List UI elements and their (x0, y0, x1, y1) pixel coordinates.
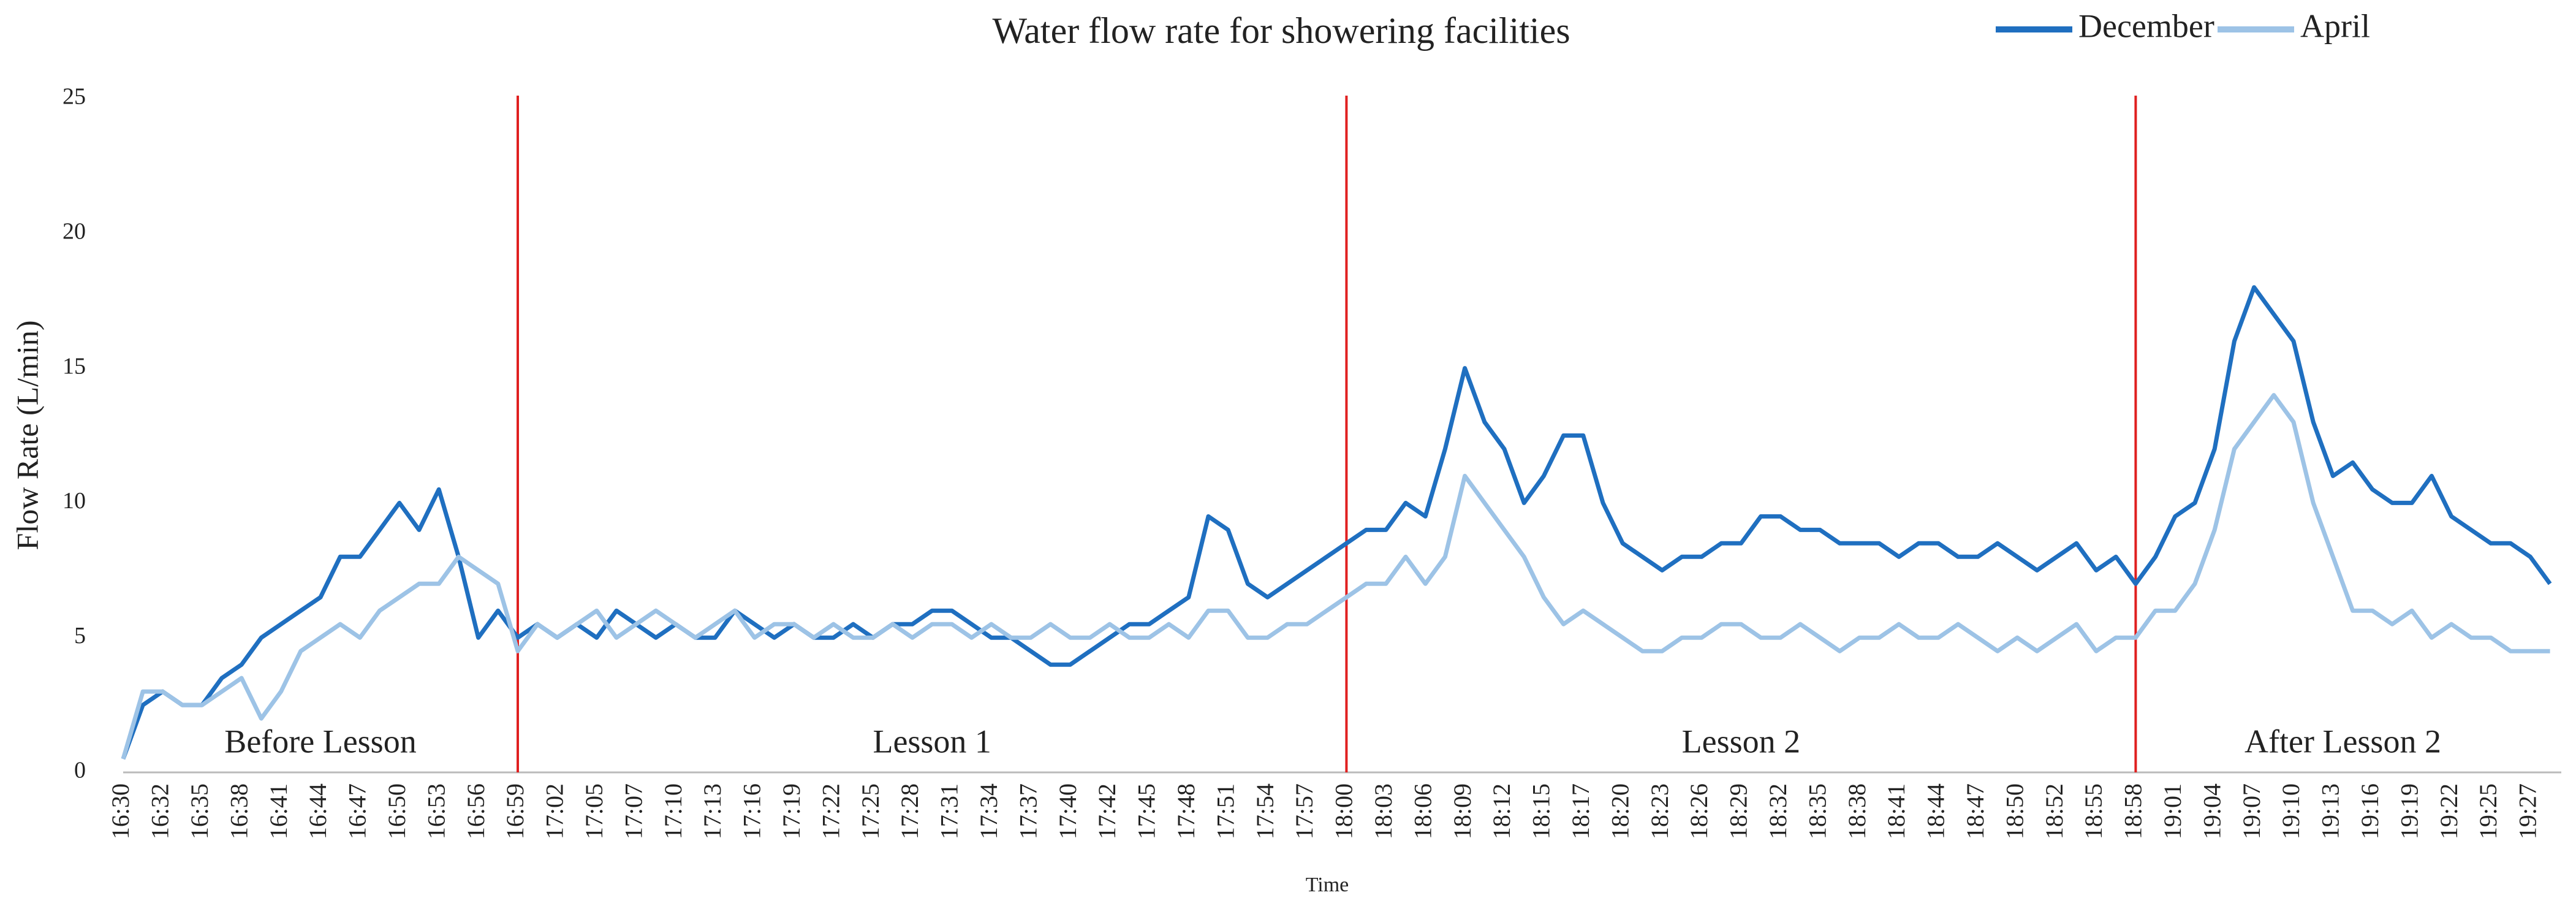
period-label: After Lesson 2 (2245, 723, 2441, 760)
x-tick-label: 19:16 (2356, 783, 2384, 839)
y-tick-label: 20 (63, 219, 86, 245)
legend-label: December (2078, 7, 2214, 44)
x-tick-label: 17:34 (975, 783, 1002, 839)
series-line (121, 285, 2552, 760)
legend-label: April (2300, 7, 2370, 44)
x-tick-label: 19:07 (2238, 783, 2265, 839)
x-tick-label: 17:37 (1014, 783, 1042, 839)
y-tick-label: 10 (63, 488, 86, 514)
x-tick-label: 18:32 (1764, 783, 1792, 839)
x-tick-label: 18:38 (1843, 783, 1871, 839)
series-line (121, 393, 2550, 760)
x-tick-label: 17:45 (1133, 783, 1161, 839)
x-tick-label: 16:59 (501, 783, 529, 839)
x-tick-label: 18:00 (1330, 783, 1358, 839)
period-label: Before Lesson (224, 723, 416, 760)
x-tick-label: 19:01 (2159, 783, 2186, 839)
x-tick-label: 17:31 (936, 783, 963, 839)
x-tick-label: 18:41 (1882, 783, 1910, 839)
x-tick-label: 18:09 (1449, 783, 1476, 839)
x-tick-label: 16:32 (146, 783, 174, 839)
x-tick-label: 18:03 (1369, 783, 1397, 839)
x-tick-label: 18:29 (1725, 783, 1752, 839)
y-tick-label: 25 (63, 84, 86, 110)
x-tick-label: 19:10 (2277, 783, 2305, 839)
x-tick-label: 17:07 (619, 783, 647, 839)
x-tick-label: 17:13 (699, 783, 726, 839)
y-tick-label: 5 (74, 623, 86, 649)
x-tick-label: 16:53 (422, 783, 450, 839)
x-tick-label: 17:40 (1054, 783, 1082, 839)
x-tick-label: 16:35 (186, 783, 213, 839)
x-tick-label: 17:16 (738, 783, 766, 839)
x-tick-label: 17:19 (778, 783, 805, 839)
x-tick-label: 19:13 (2317, 783, 2344, 839)
x-tick-label: 18:47 (1961, 783, 1989, 839)
y-tick-label: 0 (74, 758, 86, 783)
x-tick-label: 17:48 (1172, 783, 1200, 839)
x-tick-label: 17:28 (896, 783, 923, 839)
period-label: Lesson 2 (1682, 723, 1800, 760)
x-tick-label: 18:12 (1488, 783, 1515, 839)
x-tick-label: 16:44 (304, 783, 331, 839)
x-tick-label: 17:02 (541, 783, 569, 839)
period-label: Lesson 1 (873, 723, 991, 760)
x-tick-label: 16:41 (265, 783, 292, 839)
x-tick-label: 18:26 (1685, 783, 1713, 839)
x-tick-label: 18:50 (2001, 783, 2028, 839)
x-tick-label: 18:35 (1803, 783, 1831, 839)
x-tick-label: 16:38 (225, 783, 252, 839)
x-tick-label: 16:30 (107, 783, 134, 839)
x-tick-label: 17:51 (1211, 783, 1239, 839)
x-tick-label: 19:04 (2198, 783, 2226, 839)
x-tick-label: 17:22 (817, 783, 844, 839)
x-axis-label: Time (1306, 874, 1349, 896)
x-tick-label: 17:05 (580, 783, 608, 839)
y-axis-label: Flow Rate (L/min) (10, 321, 44, 550)
y-tick-label: 15 (63, 353, 86, 379)
x-tick-label: 18:55 (2080, 783, 2107, 839)
x-tick-label: 19:25 (2474, 783, 2502, 839)
x-tick-label: 18:15 (1528, 783, 1555, 839)
x-tick-label: 17:25 (857, 783, 884, 839)
x-tick-label: 16:47 (344, 783, 371, 839)
x-tick-label: 18:06 (1409, 783, 1436, 839)
x-tick-label: 17:57 (1290, 783, 1318, 839)
x-tick-label: 18:52 (2040, 783, 2068, 839)
x-tick-label: 18:23 (1646, 783, 1673, 839)
x-tick-label: 18:20 (1606, 783, 1634, 839)
x-tick-label: 16:56 (462, 783, 490, 839)
x-tick-label: 17:10 (659, 783, 687, 839)
x-tick-label: 17:54 (1251, 783, 1279, 839)
x-tick-label: 16:50 (383, 783, 411, 839)
x-tick-label: 18:44 (1922, 783, 1950, 839)
x-tick-label: 18:58 (2120, 783, 2147, 839)
x-tick-label: 17:42 (1093, 783, 1121, 839)
x-tick-label: 19:19 (2395, 783, 2423, 839)
chart-title: Water flow rate for showering facilities (992, 10, 1570, 51)
x-tick-label: 19:22 (2435, 783, 2463, 839)
x-tick-label: 18:17 (1567, 783, 1594, 839)
x-tick-label: 19:27 (2514, 783, 2542, 839)
